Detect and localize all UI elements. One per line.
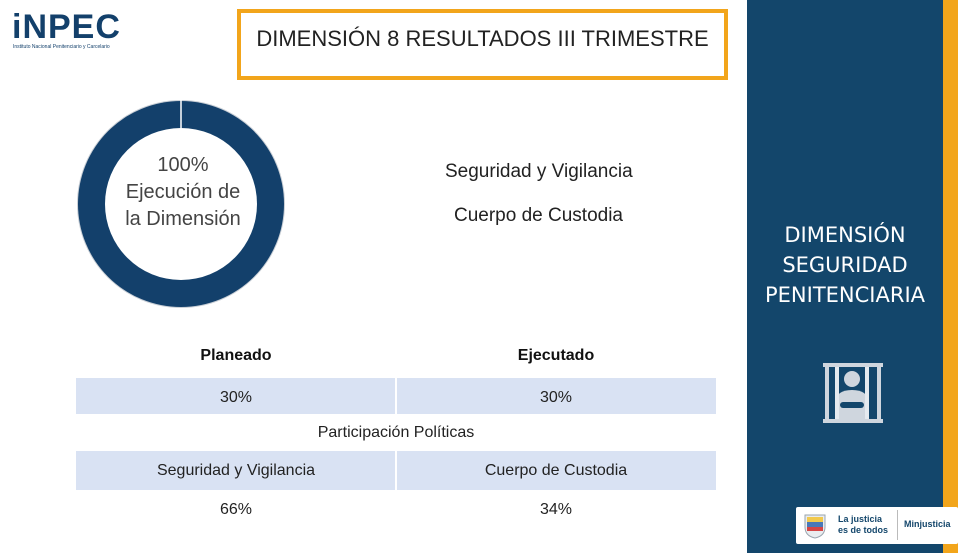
footer-brand-text: La justicia es de todos bbox=[838, 514, 889, 535]
inpec-logo: iNPEC Instituto Nacional Penitenciario y… bbox=[6, 6, 131, 50]
header-ejecutado: Ejecutado bbox=[517, 347, 595, 364]
participation-header-seguridad: Seguridad y Vigilancia bbox=[156, 462, 316, 479]
label-seguridad: Seguridad y Vigilancia bbox=[445, 161, 633, 182]
logo-wordmark: iNPEC bbox=[12, 8, 121, 46]
donut-percent: 100% bbox=[157, 154, 209, 176]
execution-donut bbox=[77, 100, 285, 308]
value-ejecutado: 30% bbox=[539, 389, 573, 406]
participation-header-custodia: Cuerpo de Custodia bbox=[484, 462, 628, 479]
donut-hole bbox=[105, 128, 257, 280]
participation-divider bbox=[395, 451, 397, 490]
page-title: DIMENSIÓN 8 RESULTADOS III TRIMESTRE bbox=[256, 26, 709, 51]
participation-value-seguridad: 66% bbox=[219, 501, 253, 518]
logo-subtitle: Instituto Nacional Penitenciario y Carce… bbox=[13, 44, 110, 50]
side-panel bbox=[747, 0, 943, 553]
header-planeado: Planeado bbox=[200, 347, 272, 364]
title-box: DIMENSIÓN 8 RESULTADOS III TRIMESTRE bbox=[237, 9, 728, 80]
participation-value-custodia: 34% bbox=[539, 501, 573, 518]
footer-ministry: Minjusticia bbox=[904, 519, 951, 529]
panel-title: DIMENSIÓN SEGURIDAD PENITENCIARIA bbox=[764, 223, 925, 307]
plan-row-divider bbox=[395, 378, 397, 414]
value-planeado: 30% bbox=[219, 389, 253, 406]
side-panel-accent bbox=[943, 0, 958, 553]
donut-caption: Ejecución de la Dimensión bbox=[125, 181, 241, 230]
footer-divider bbox=[897, 510, 898, 540]
donut-label: 100% Ejecución de la Dimensión bbox=[118, 152, 248, 233]
colombia-seal-icon bbox=[804, 514, 826, 539]
participation-title: Participación Políticas bbox=[317, 424, 475, 441]
label-custodia: Cuerpo de Custodia bbox=[454, 205, 623, 226]
prison-inmate-icon bbox=[823, 363, 883, 423]
